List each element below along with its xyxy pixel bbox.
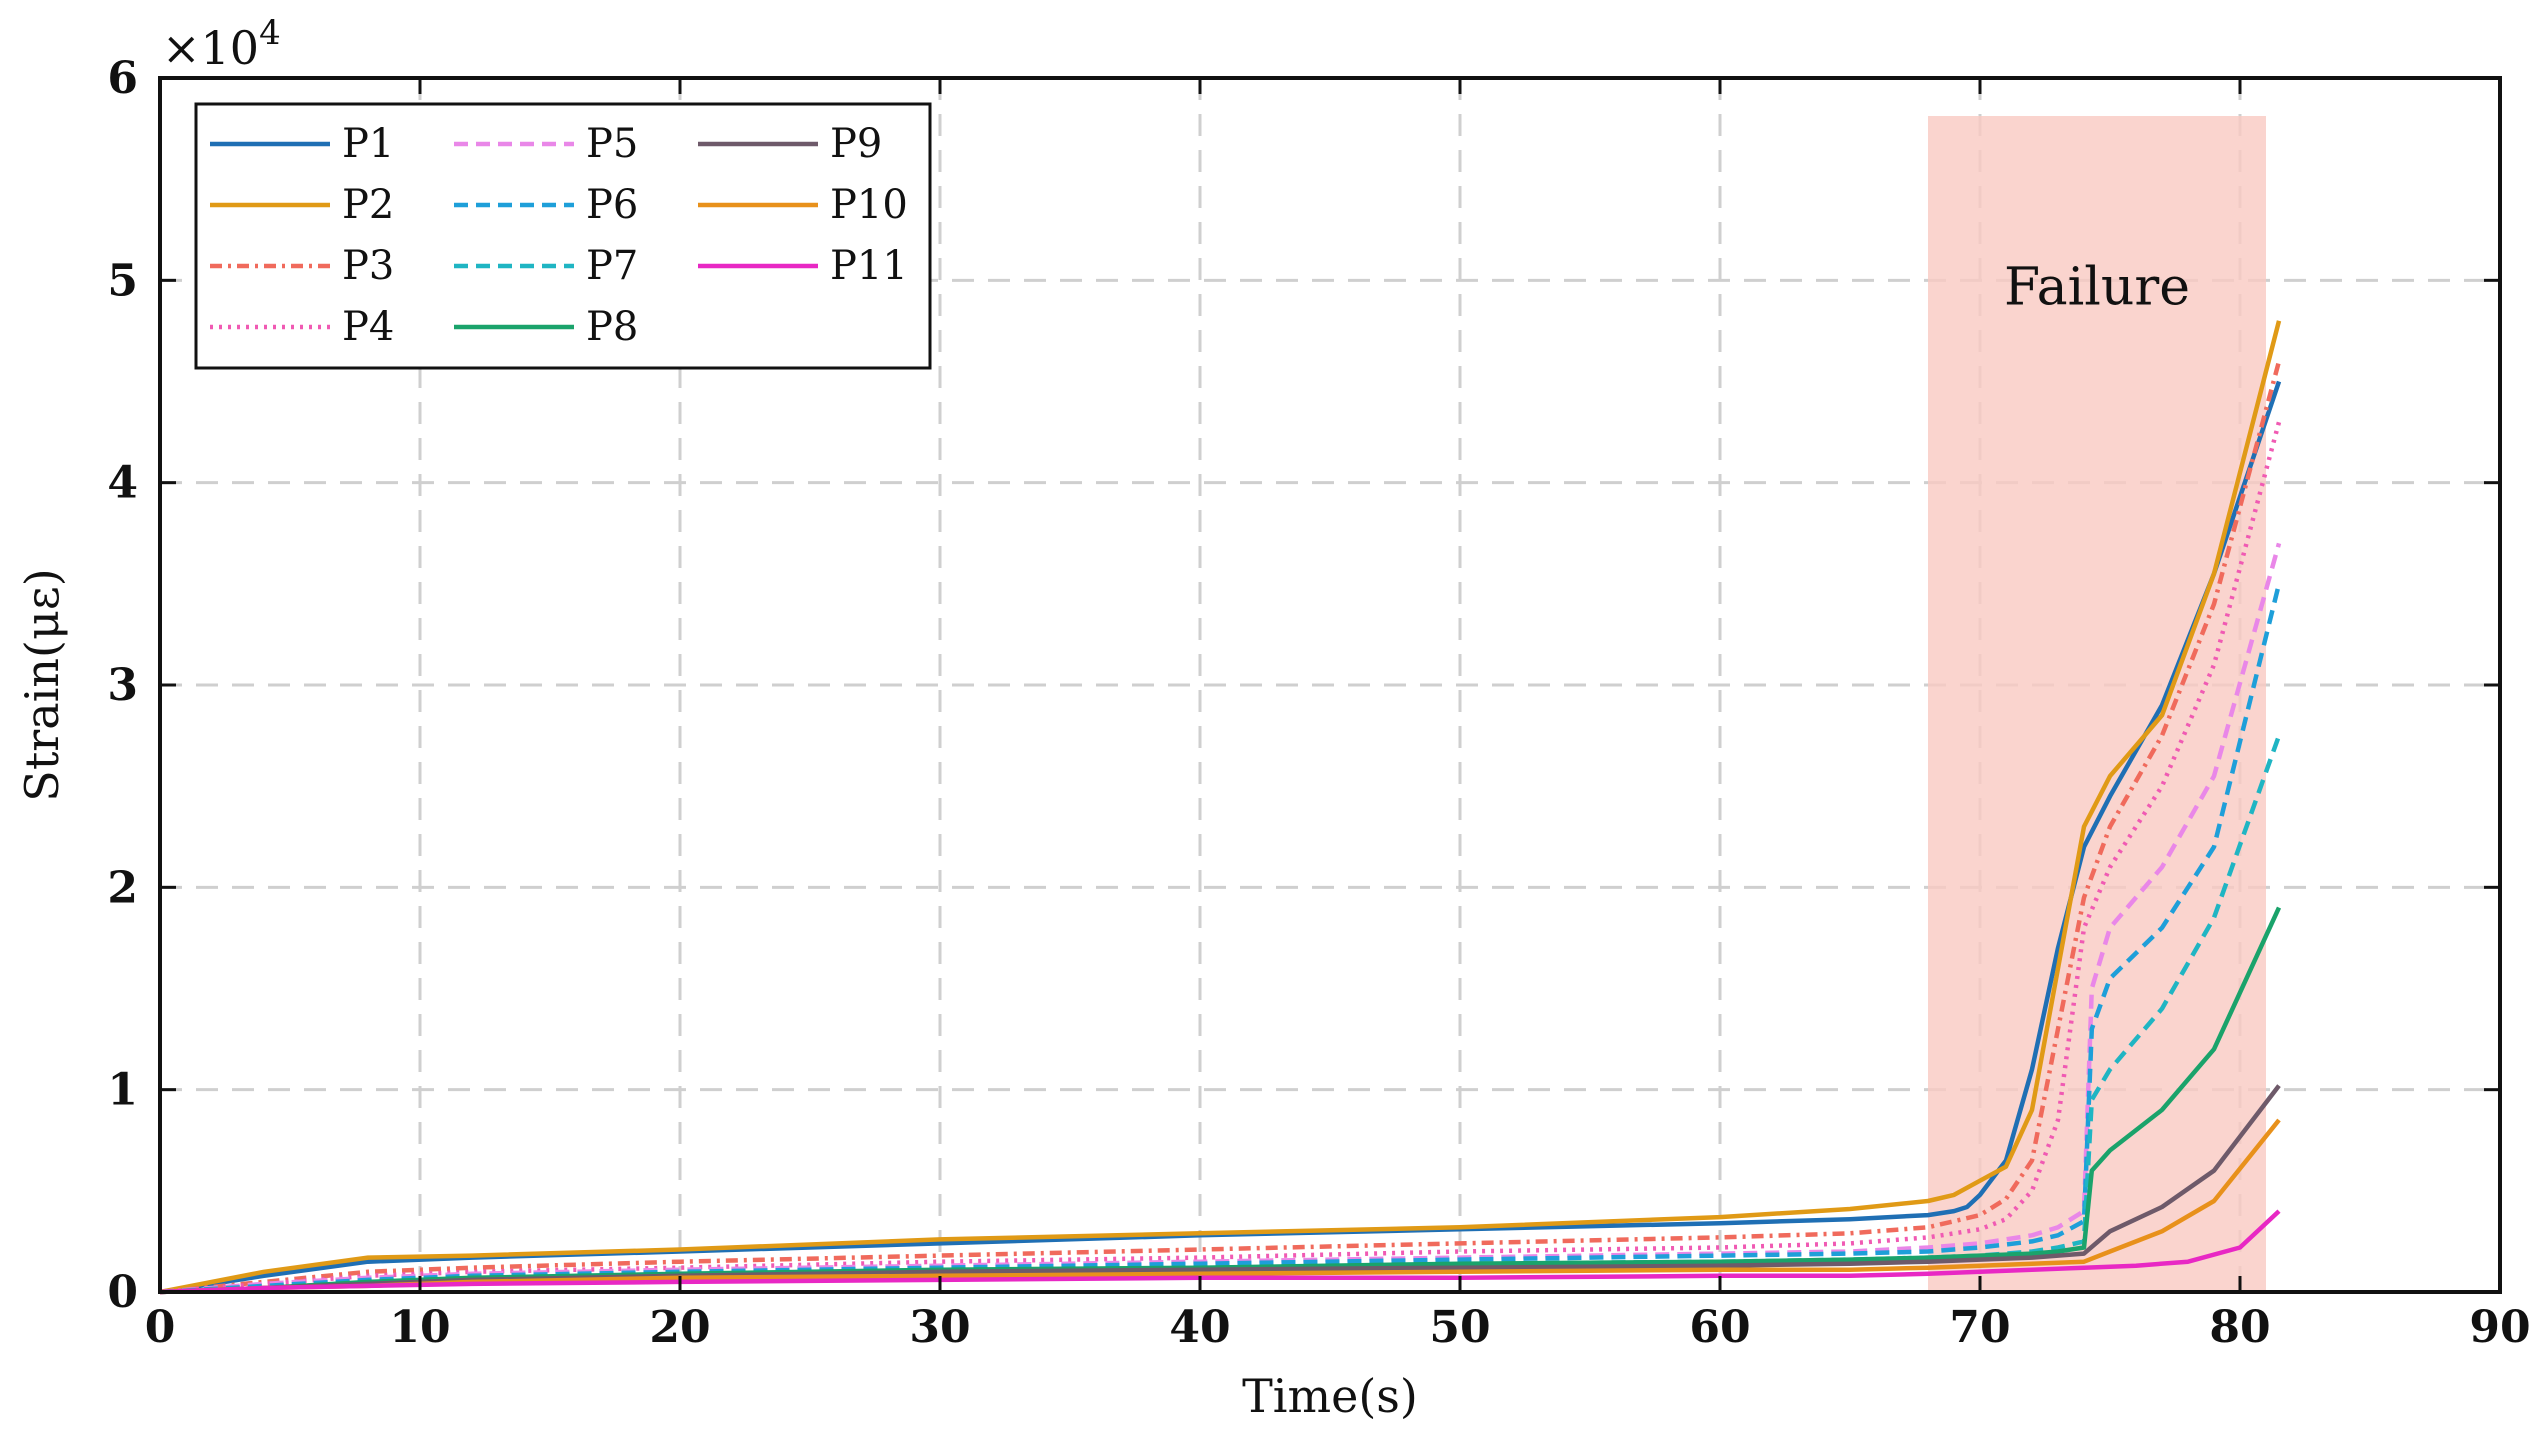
- series-line-p6: [159, 583, 2282, 1295]
- x-tick-label: 60: [1689, 1302, 1750, 1353]
- y-tick-label: 0: [107, 1267, 138, 1318]
- series-line-p5: [159, 542, 2282, 1295]
- y-multiplier-base: ×10: [162, 21, 259, 75]
- legend-label-p2: P2: [342, 182, 394, 228]
- x-tick-label: 80: [2209, 1302, 2270, 1353]
- legend-box: [194, 102, 932, 370]
- y-tick-label: 5: [107, 255, 138, 306]
- legend-label-p9: P9: [830, 121, 882, 167]
- series-line-p3: [159, 360, 2282, 1295]
- legend-label-p6: P6: [586, 182, 638, 228]
- failure-annotation: Failure: [2004, 258, 2190, 318]
- failure-band: [1928, 116, 2266, 1292]
- series-line-p2: [159, 320, 2282, 1295]
- y-tick-label: 1: [107, 1065, 138, 1116]
- legend-label-p10: P10: [830, 182, 908, 228]
- y-multiplier-exponent: 4: [259, 13, 281, 53]
- legend-label-p11: P11: [830, 243, 908, 289]
- legend-label-p4: P4: [342, 304, 394, 350]
- legend-label-p3: P3: [342, 243, 394, 289]
- series-line-p11: [159, 1209, 2281, 1295]
- x-tick-label: 50: [1429, 1302, 1490, 1353]
- x-tick-label: 30: [909, 1302, 970, 1353]
- series-lines: [159, 320, 2282, 1295]
- failure-region: [1928, 116, 2266, 1292]
- x-tick-label: 40: [1169, 1302, 1230, 1353]
- y-tick-label: 6: [107, 53, 138, 104]
- x-axis-label: Time(s): [1242, 1369, 1418, 1423]
- y-tick-label: 3: [107, 660, 138, 711]
- x-tick-label: 20: [649, 1302, 710, 1353]
- x-tick-label: 70: [1949, 1302, 2010, 1353]
- series-line-p4: [159, 421, 2282, 1295]
- y-tick-label: 2: [107, 862, 138, 913]
- x-tick-label: 90: [2469, 1302, 2530, 1353]
- legend-label-p7: P7: [586, 243, 638, 289]
- legend: P1 P2 P3 P4 P5 P6 P7 P8 P9 P10 P11: [194, 102, 932, 370]
- x-tick-label: 10: [389, 1302, 450, 1353]
- y-axis-label: Strain(με): [15, 568, 69, 801]
- y-axis-multiplier: ×104: [162, 13, 281, 75]
- legend-label-p8: P8: [586, 304, 638, 350]
- y-tick-label: 4: [107, 458, 138, 509]
- axes: 0 10 20 30 40 50 60 70 80 90 0 1 2 3 4 5 6: [107, 53, 2530, 1353]
- legend-label-p5: P5: [586, 121, 638, 167]
- legend-label-p1: P1: [342, 121, 394, 167]
- x-tick-label: 0: [145, 1302, 176, 1353]
